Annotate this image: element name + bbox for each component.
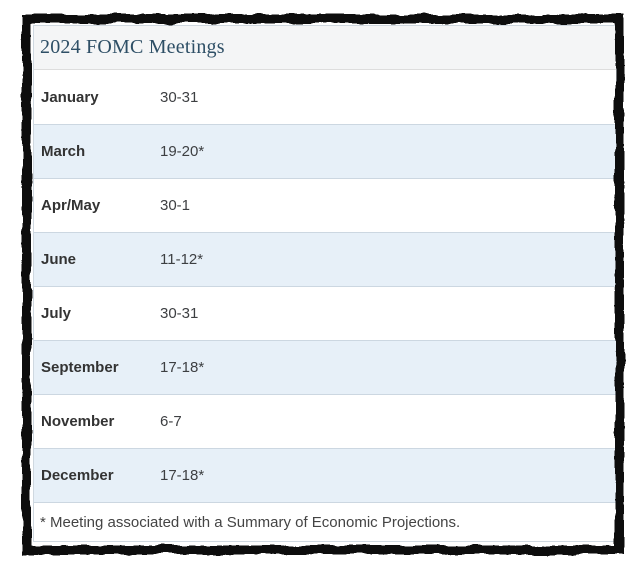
meeting-dates: 11-12*	[160, 251, 204, 268]
table-row: July 30-31	[34, 286, 616, 340]
meeting-month: June	[41, 251, 77, 268]
meeting-month: January	[41, 88, 99, 106]
table-row: January 30-31	[34, 70, 616, 124]
table-row: December 17-18*	[34, 448, 616, 502]
meeting-dates: 17-18*	[160, 359, 205, 376]
table-row: September 17-18*	[34, 340, 616, 394]
meeting-dates: 30-1	[160, 197, 191, 214]
meeting-dates: 30-31	[160, 305, 199, 322]
table-row: June 11-12*	[34, 232, 616, 286]
card-header: 2024 FOMC Meetings	[34, 26, 616, 70]
table-row: November 6-7	[34, 394, 616, 448]
meeting-dates: 19-20*	[160, 143, 205, 160]
table-row: Apr/May 30-1	[34, 178, 616, 232]
meeting-month: November	[41, 413, 115, 430]
meeting-dates: 30-31	[160, 88, 199, 106]
card-title: 2024 FOMC Meetings	[40, 36, 225, 58]
card-footnote: * Meeting associated with a Summary of E…	[34, 502, 616, 541]
meeting-dates: 6-7	[160, 413, 182, 430]
meeting-month: July	[41, 305, 72, 322]
table-row: March 19-20*	[34, 124, 616, 178]
meeting-dates: 17-18*	[160, 467, 205, 484]
meeting-month: December	[41, 467, 114, 484]
meeting-month: September	[41, 359, 119, 376]
meeting-month: Apr/May	[41, 197, 101, 214]
fomc-meetings-card: 2024 FOMC Meetings January 30-31 March 1…	[33, 25, 617, 542]
meeting-month: March	[41, 143, 86, 160]
meetings-table: January 30-31 March 19-20* Apr/May 30-1 …	[34, 70, 616, 502]
